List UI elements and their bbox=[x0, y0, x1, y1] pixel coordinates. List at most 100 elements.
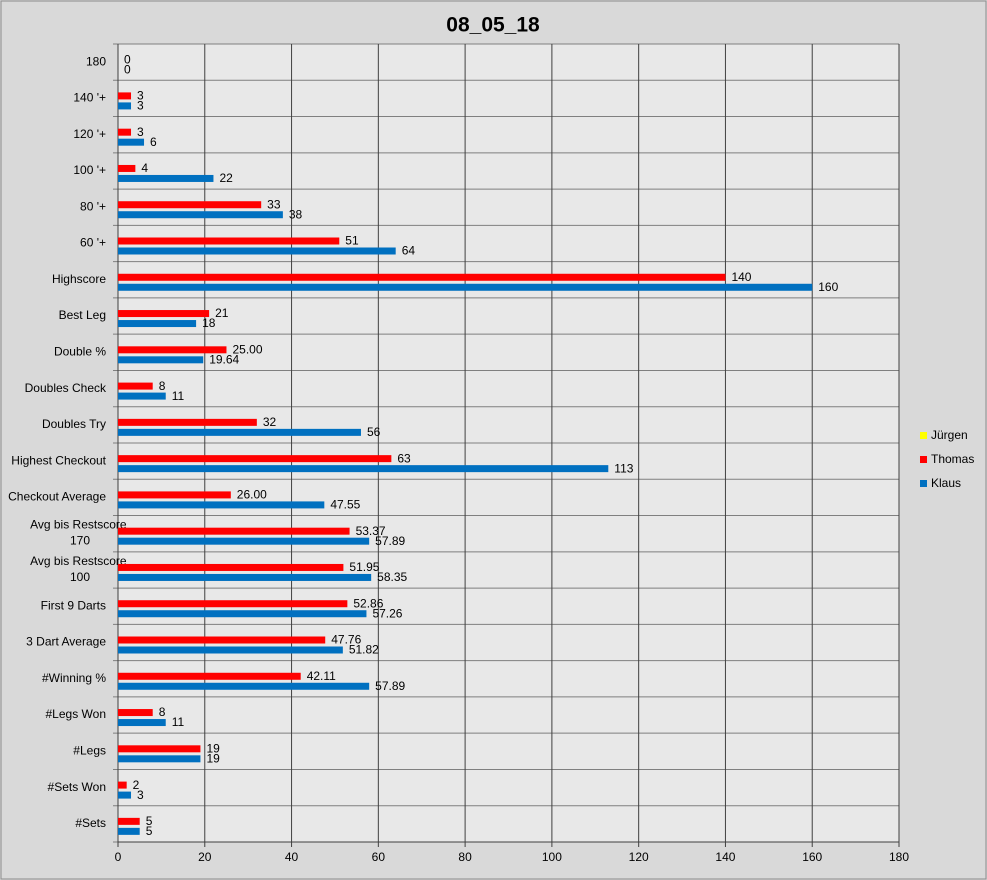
value-label: 8 bbox=[159, 705, 166, 719]
bar bbox=[118, 745, 201, 753]
x-tick-label: 160 bbox=[802, 850, 822, 864]
y-tick-label: #Legs Won bbox=[46, 707, 107, 721]
value-label: 21 bbox=[215, 306, 229, 320]
value-label: 3 bbox=[137, 125, 144, 139]
bar bbox=[118, 356, 204, 364]
bar bbox=[118, 283, 813, 291]
bar bbox=[118, 211, 283, 219]
bar bbox=[118, 138, 145, 146]
y-tick-label: Avg bis Restscore 100 bbox=[30, 554, 130, 584]
value-label: 0 bbox=[124, 62, 131, 76]
value-label: 0 bbox=[124, 52, 131, 66]
x-tick-label: 40 bbox=[285, 850, 299, 864]
bar bbox=[118, 501, 325, 509]
bar bbox=[118, 636, 326, 644]
value-label: 53.37 bbox=[356, 524, 386, 538]
value-label: 19 bbox=[206, 741, 220, 755]
y-tick-label: 180 bbox=[86, 54, 106, 68]
bar bbox=[118, 455, 392, 463]
bar bbox=[118, 392, 166, 400]
legend-label: Klaus bbox=[931, 476, 961, 490]
y-tick-label: #Winning % bbox=[42, 671, 106, 685]
bar bbox=[118, 646, 343, 654]
value-label: 3 bbox=[137, 89, 144, 103]
bar bbox=[118, 491, 231, 499]
x-tick-label: 120 bbox=[629, 850, 649, 864]
legend-label: Jürgen bbox=[931, 428, 968, 442]
value-label: 6 bbox=[150, 135, 157, 149]
x-tick-label: 60 bbox=[372, 850, 386, 864]
bar bbox=[118, 791, 132, 799]
value-label: 18 bbox=[202, 316, 216, 330]
y-tick-label: 120 '+ bbox=[73, 127, 106, 141]
y-tick-label: Best Leg bbox=[59, 308, 106, 322]
legend-swatch bbox=[920, 480, 927, 487]
value-label: 38 bbox=[289, 207, 303, 221]
legend-swatch bbox=[920, 432, 927, 439]
y-tick-label: Doubles Try bbox=[42, 417, 106, 431]
y-tick-label: 140 '+ bbox=[73, 91, 106, 105]
value-label: 3 bbox=[137, 788, 144, 802]
legend-swatch bbox=[920, 456, 927, 463]
bar bbox=[118, 273, 726, 281]
bar bbox=[118, 346, 227, 354]
value-label: 25.00 bbox=[232, 342, 262, 356]
x-tick-label: 80 bbox=[458, 850, 472, 864]
y-tick-label: 80 '+ bbox=[80, 199, 106, 213]
y-tick-label: Highest Checkout bbox=[11, 453, 106, 467]
y-tick-label: Double % bbox=[54, 344, 106, 358]
value-label: 57.89 bbox=[375, 679, 405, 693]
value-label: 26.00 bbox=[237, 488, 267, 502]
value-label: 19 bbox=[206, 751, 220, 765]
value-label: 8 bbox=[159, 379, 166, 393]
x-tick-label: 20 bbox=[198, 850, 212, 864]
bar bbox=[118, 719, 166, 727]
x-tick-label: 180 bbox=[889, 850, 909, 864]
bar bbox=[118, 682, 370, 690]
value-label: 19.64 bbox=[209, 352, 239, 366]
bar bbox=[118, 781, 127, 789]
bar bbox=[118, 428, 361, 436]
bar bbox=[118, 827, 140, 835]
y-tick-label: Avg bis Restscore 170 bbox=[30, 518, 130, 548]
value-label: 11 bbox=[172, 715, 185, 729]
value-label: 11 bbox=[172, 389, 185, 403]
value-label: 57.26 bbox=[372, 606, 402, 620]
bar bbox=[118, 527, 350, 535]
bar bbox=[118, 164, 136, 172]
bar bbox=[118, 709, 153, 717]
bar bbox=[118, 672, 301, 680]
y-tick-label: 60 '+ bbox=[80, 236, 106, 250]
value-label: 57.89 bbox=[375, 534, 405, 548]
x-tick-label: 100 bbox=[542, 850, 562, 864]
value-label: 22 bbox=[219, 171, 233, 185]
bar bbox=[118, 610, 367, 618]
bar bbox=[118, 310, 210, 318]
bar bbox=[118, 382, 153, 390]
bar bbox=[118, 247, 396, 255]
y-tick-label: 3 Dart Average bbox=[26, 635, 106, 649]
bar bbox=[118, 320, 197, 328]
value-label: 32 bbox=[263, 415, 277, 429]
value-label: 63 bbox=[397, 451, 411, 465]
value-label: 113 bbox=[614, 461, 633, 475]
bar bbox=[118, 237, 340, 245]
y-tick-label: Highscore bbox=[52, 272, 106, 286]
value-label: 160 bbox=[818, 280, 838, 294]
bar bbox=[118, 201, 262, 209]
value-label: 56 bbox=[367, 425, 381, 439]
y-tick-label: #Legs bbox=[73, 743, 106, 757]
value-label: 5 bbox=[146, 824, 153, 838]
bar bbox=[118, 174, 214, 182]
value-label: 51.95 bbox=[349, 560, 379, 574]
chart-title: 08_05_18 bbox=[446, 14, 540, 37]
bar bbox=[118, 755, 201, 763]
x-tick-label: 140 bbox=[715, 850, 735, 864]
y-tick-label: #Sets bbox=[75, 816, 106, 830]
x-tick-label: 0 bbox=[115, 850, 122, 864]
value-label: 52.86 bbox=[353, 596, 383, 610]
bar bbox=[118, 563, 344, 571]
value-label: 5 bbox=[146, 814, 153, 828]
value-label: 51 bbox=[345, 234, 359, 248]
